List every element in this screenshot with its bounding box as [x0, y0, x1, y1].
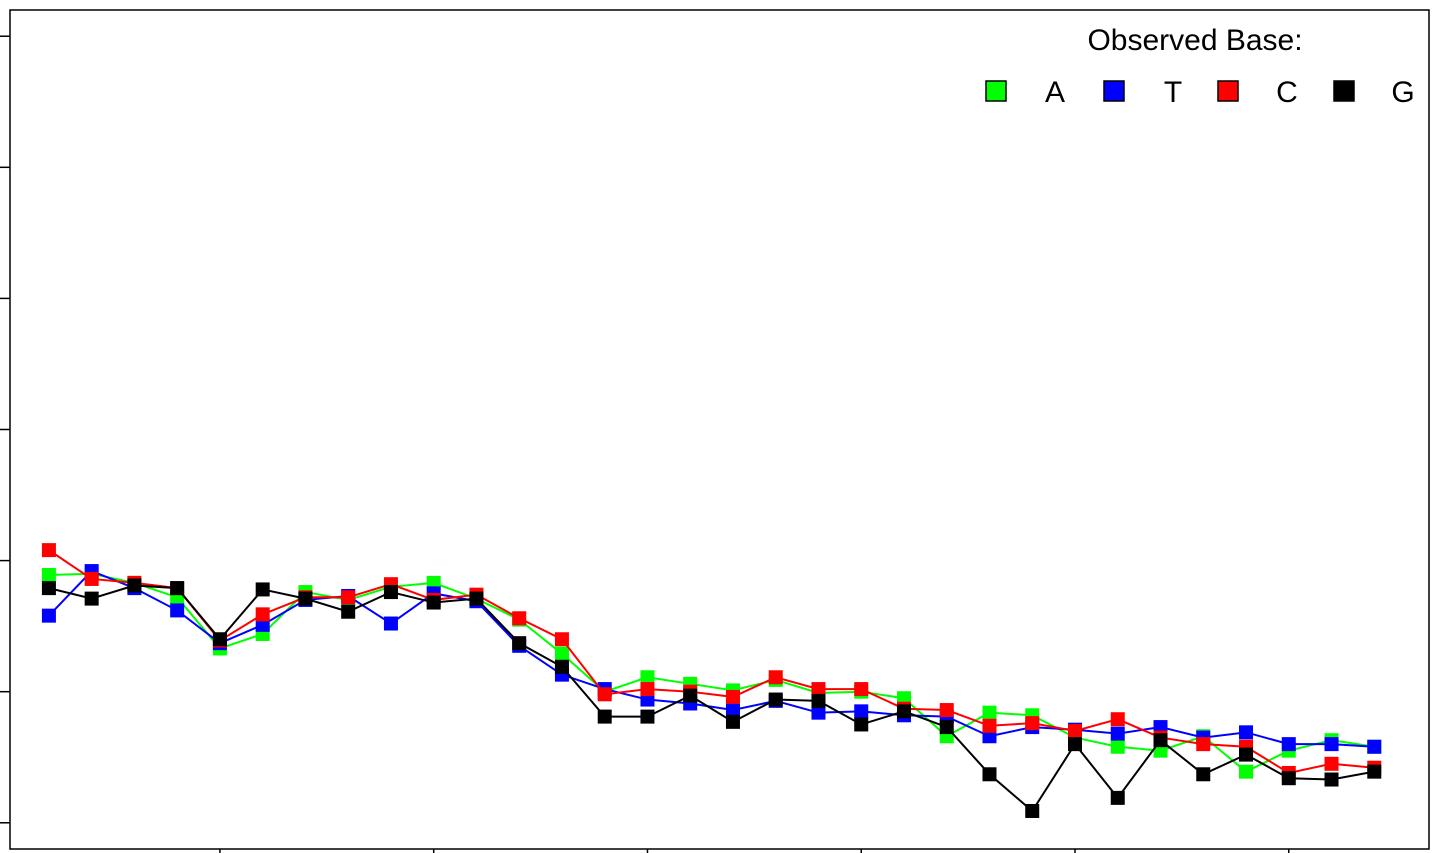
- data-point: [383, 585, 398, 600]
- legend: Observed Base: A T C G: [985, 24, 1415, 109]
- data-point: [725, 689, 740, 704]
- series-line: [48, 569, 1375, 748]
- data-point: [1281, 737, 1296, 752]
- series-line: [48, 584, 1375, 813]
- data-point: [1196, 767, 1211, 782]
- data-point: [469, 591, 484, 606]
- legend-swatch: [1333, 80, 1355, 102]
- data-point: [640, 682, 655, 697]
- data-point: [768, 692, 783, 707]
- data-point: [170, 581, 185, 596]
- data-point: [512, 611, 527, 626]
- data-point: [1196, 737, 1211, 752]
- data-point: [1281, 771, 1296, 786]
- data-point: [1110, 790, 1125, 805]
- data-point: [1110, 712, 1125, 727]
- legend-title: Observed Base:: [1087, 24, 1302, 57]
- legend-item-A: A: [985, 76, 1065, 109]
- data-point: [811, 682, 826, 697]
- data-point: [255, 582, 270, 597]
- data-point: [1153, 733, 1168, 748]
- data-point: [127, 578, 142, 593]
- data-point: [84, 571, 99, 586]
- data-point: [982, 718, 997, 733]
- data-point: [341, 590, 356, 605]
- data-point: [640, 709, 655, 724]
- data-point: [383, 616, 398, 631]
- data-point: [982, 705, 997, 720]
- legend-swatch: [1217, 80, 1239, 102]
- data-point: [1239, 764, 1254, 779]
- data-point: [597, 709, 612, 724]
- data-point: [1239, 725, 1254, 740]
- data-point: [426, 595, 441, 610]
- data-point: [725, 714, 740, 729]
- data-point: [939, 703, 954, 718]
- data-point: [768, 670, 783, 685]
- data-point: [1025, 716, 1040, 731]
- data-point: [597, 687, 612, 702]
- data-point: [811, 693, 826, 708]
- data-point: [1239, 747, 1254, 762]
- data-point: [554, 632, 569, 647]
- legend-swatch: [1103, 80, 1125, 102]
- legend-item-G: G: [1333, 76, 1415, 109]
- data-point: [554, 659, 569, 674]
- data-point: [896, 704, 911, 719]
- legend-label: G: [1391, 76, 1414, 109]
- data-point: [982, 767, 997, 782]
- plot-frame: [9, 9, 1430, 850]
- data-point: [512, 636, 527, 651]
- data-point: [1025, 803, 1040, 818]
- data-point: [1367, 764, 1382, 779]
- series-layer: [41, 543, 1382, 818]
- data-point: [212, 632, 227, 647]
- data-point: [640, 670, 655, 685]
- data-point: [41, 568, 56, 583]
- data-point: [1367, 739, 1382, 754]
- legend-label: T: [1164, 76, 1182, 109]
- data-point: [84, 591, 99, 606]
- data-point: [854, 704, 869, 719]
- data-point: [683, 688, 698, 703]
- data-point: [1324, 756, 1339, 771]
- data-point: [298, 591, 313, 606]
- legend-swatch: [985, 80, 1007, 102]
- x-axis-ticks: [219, 849, 1290, 853]
- data-point: [1110, 726, 1125, 741]
- series-G: [41, 578, 1382, 818]
- series-line: [48, 549, 1375, 775]
- data-point: [811, 705, 826, 720]
- data-point: [1068, 737, 1082, 752]
- data-point: [939, 720, 954, 735]
- data-point: [41, 608, 56, 623]
- data-point: [41, 581, 56, 596]
- data-point: [1068, 724, 1082, 739]
- data-point: [1324, 737, 1339, 752]
- legend-item-C: C: [1217, 76, 1298, 109]
- legend-label: C: [1276, 76, 1298, 109]
- data-point: [1324, 772, 1339, 787]
- legend-item-T: T: [1103, 76, 1182, 109]
- data-point: [554, 646, 569, 661]
- data-point: [854, 682, 869, 697]
- legend-label: A: [1045, 76, 1065, 109]
- data-point: [170, 603, 185, 618]
- data-point: [1110, 739, 1125, 754]
- data-point: [854, 717, 869, 732]
- data-point: [255, 607, 270, 622]
- data-point: [725, 703, 740, 718]
- y-axis-ticks: [0, 35, 10, 824]
- data-point: [41, 543, 56, 558]
- data-point: [341, 604, 356, 619]
